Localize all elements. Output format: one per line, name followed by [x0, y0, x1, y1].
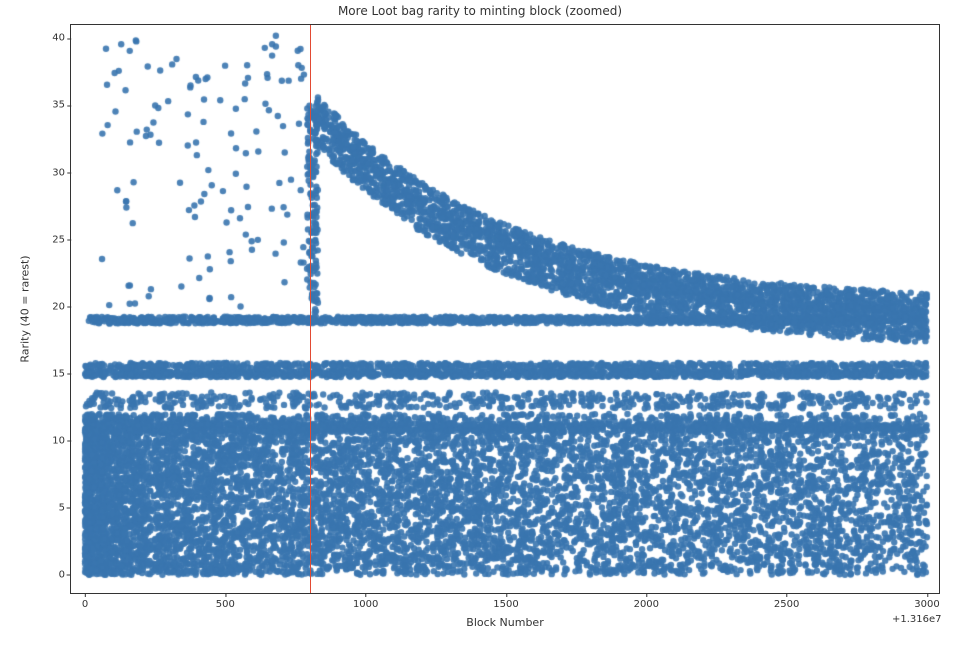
y-tick: 20 [52, 301, 65, 312]
x-axis-label: Block Number [466, 616, 543, 629]
y-tick: 40 [52, 33, 65, 44]
y-tick: 15 [52, 368, 65, 379]
scatter-canvas [71, 25, 941, 595]
vertical-line [310, 25, 311, 593]
x-tick: 3000 [914, 599, 939, 610]
x-tick: 1500 [493, 599, 518, 610]
plot-area: 0500100015002000250030000510152025303540 [70, 24, 940, 594]
x-axis-offset-text: +1.316e7 [892, 614, 942, 625]
x-tick: 0 [82, 599, 88, 610]
x-tick: 1000 [353, 599, 378, 610]
y-tick: 30 [52, 167, 65, 178]
x-tick: 2000 [634, 599, 659, 610]
x-tick: 2500 [774, 599, 799, 610]
y-tick: 35 [52, 100, 65, 111]
y-tick: 25 [52, 234, 65, 245]
chart-title: More Loot bag rarity to minting block (z… [0, 4, 960, 18]
chart-container: More Loot bag rarity to minting block (z… [0, 0, 960, 653]
y-axis-label: Rarity (40 = rarest) [19, 255, 32, 362]
x-tick: 500 [216, 599, 235, 610]
y-tick: 5 [59, 502, 65, 513]
y-tick: 10 [52, 435, 65, 446]
y-tick: 0 [59, 569, 65, 580]
